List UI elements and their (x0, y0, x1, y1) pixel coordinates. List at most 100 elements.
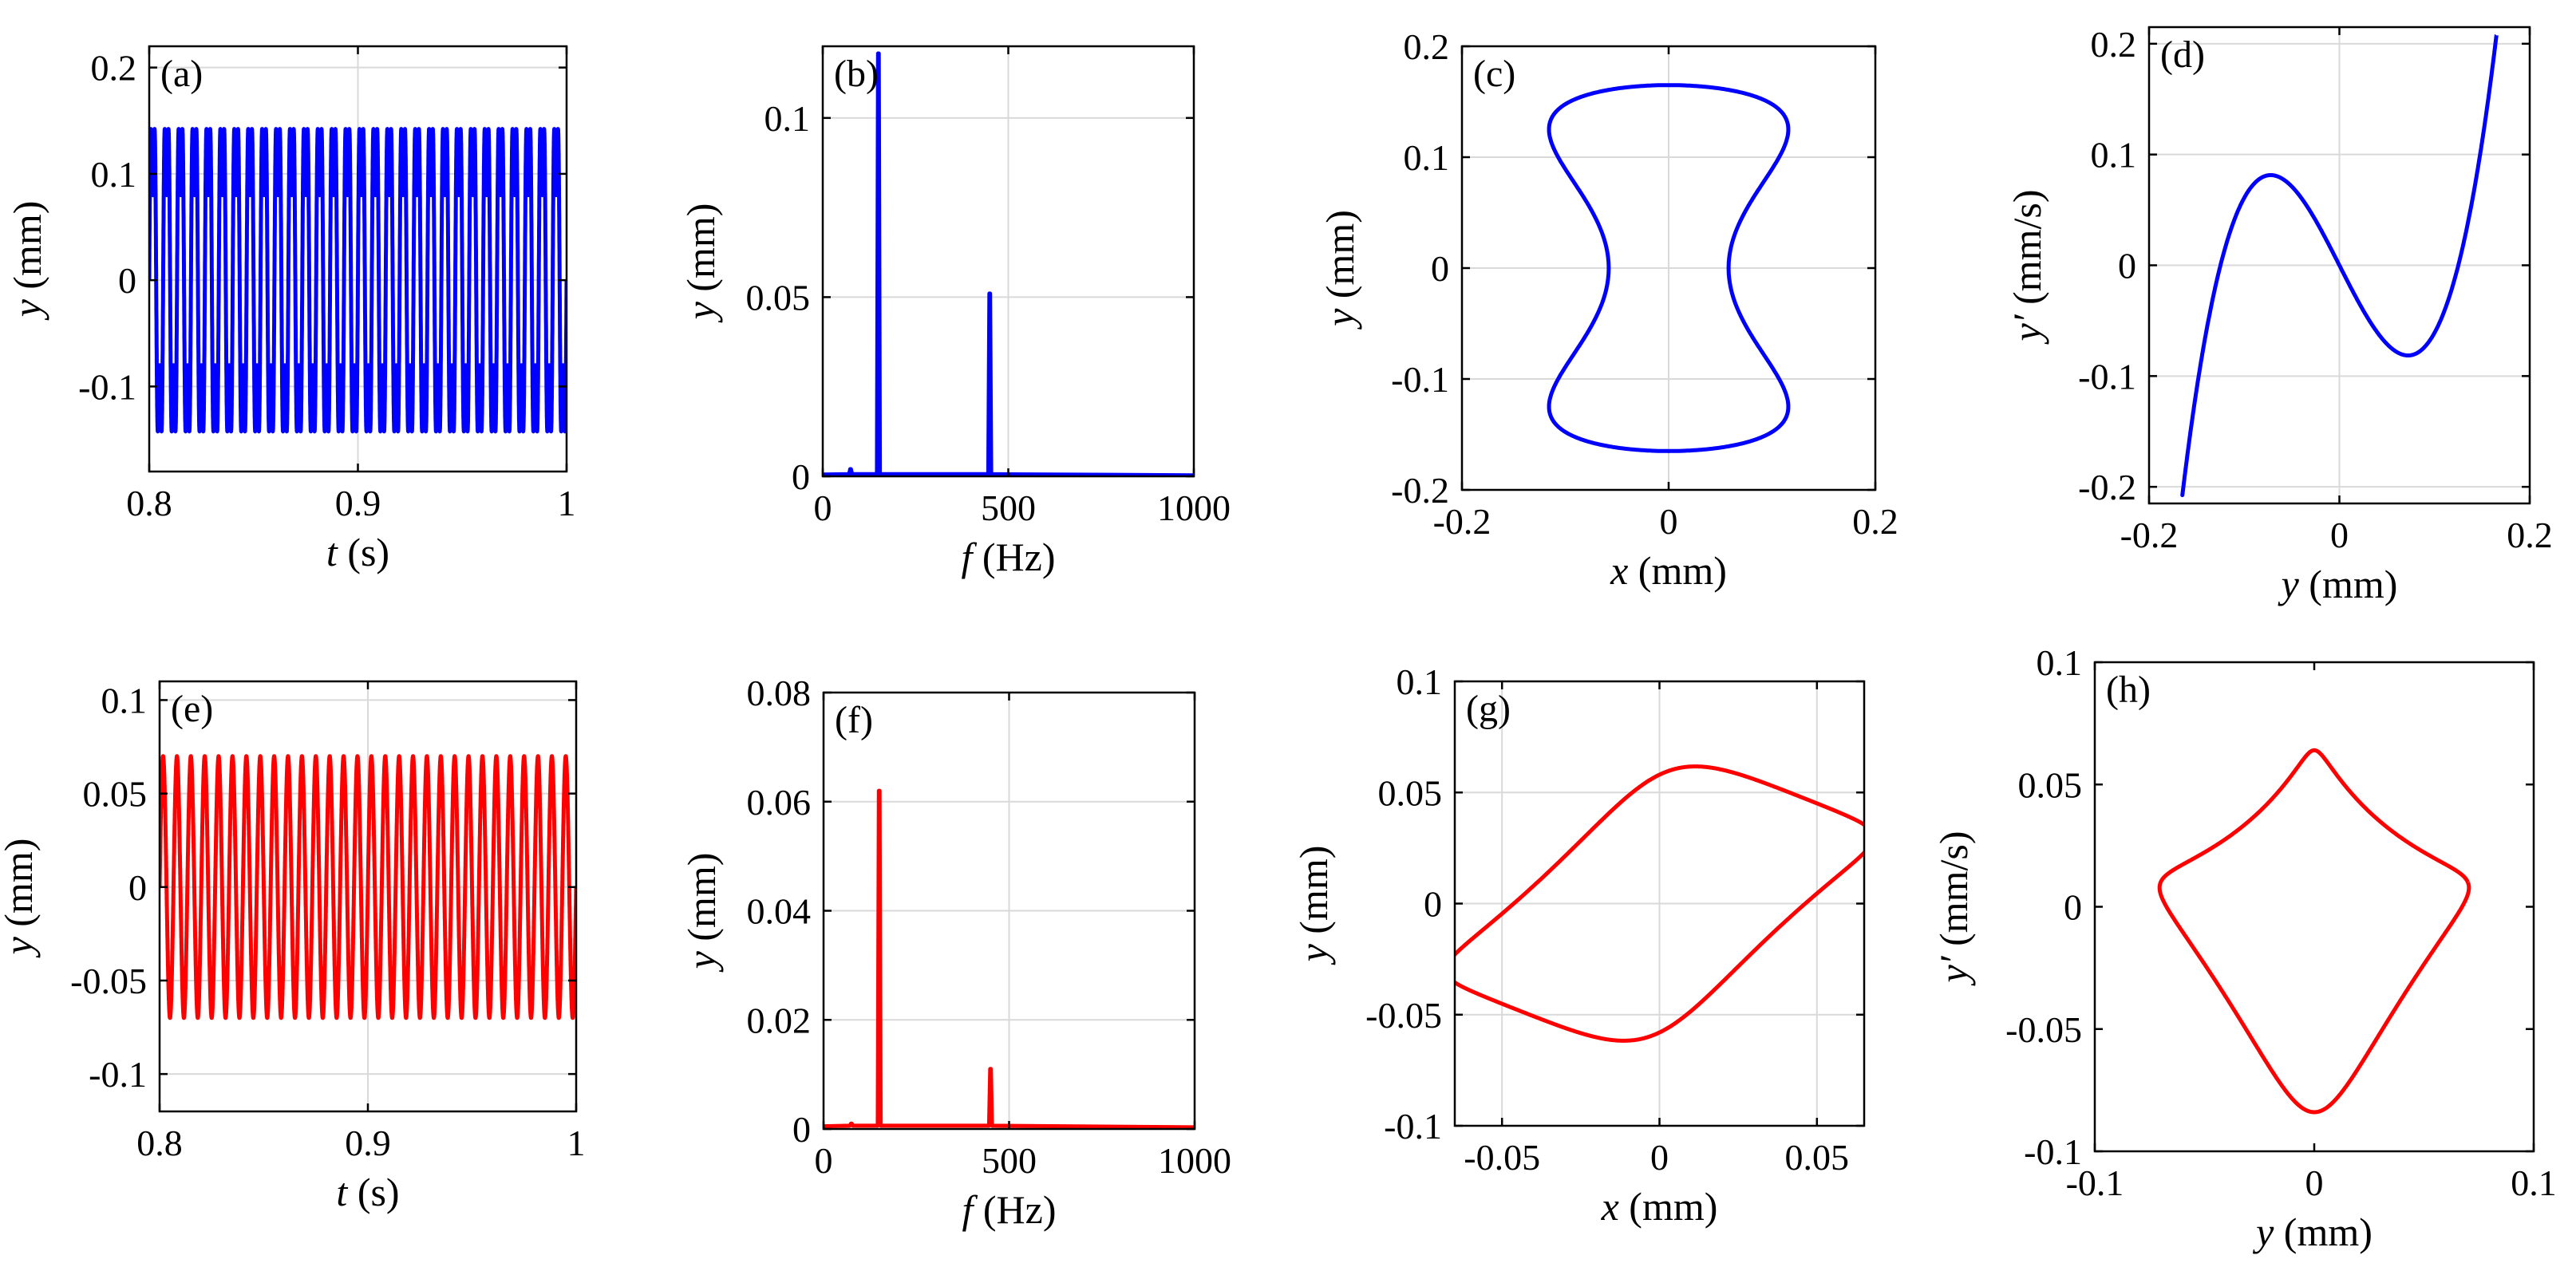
x-tick-label: 0.2 (1852, 501, 1898, 542)
y-tick-label: 0.2 (91, 48, 137, 89)
y-tick-label: -0.2 (2078, 467, 2136, 507)
x-tick-label: 1 (558, 483, 576, 523)
panel-label: (b) (834, 53, 879, 95)
y-tick-label: 0.1 (2091, 135, 2137, 176)
y-axis-label: y (mm) (678, 203, 723, 324)
series-line (823, 51, 1194, 476)
series-line (1455, 764, 1864, 1043)
x-tick-label: 0.05 (1785, 1137, 1850, 1178)
x-axis-label: f (Hz) (962, 1187, 1056, 1232)
y-tick-label: 0.1 (1404, 137, 1450, 178)
x-tick-label: 0.1 (2511, 1162, 2557, 1203)
y-tick-label: 0 (2064, 887, 2082, 928)
x-tick-label: -0.1 (2066, 1162, 2124, 1203)
panel-label: (h) (2106, 669, 2151, 711)
x-axis-label: x (mm) (1601, 1184, 1718, 1229)
series-line (824, 788, 1195, 1129)
x-tick-label: 0 (2330, 515, 2349, 555)
y-axis-label: y′ (mm/s) (1931, 831, 1976, 986)
x-axis-label: x (mm) (1610, 548, 1727, 593)
y-axis-label: y (mm) (1291, 846, 1336, 966)
panel-g: -0.05 0 0.05 -0.1 -0.05 0 0.05 0.1 (g) x (mm) y (m… (1291, 661, 1866, 1229)
x-tick-label: -0.2 (1433, 501, 1491, 542)
y-tick-label: -0.1 (1391, 359, 1449, 400)
y-tick-label: 0 (118, 260, 136, 301)
x-tick-label: 0 (815, 1140, 833, 1181)
x-tick-label: 0.8 (136, 1123, 183, 1163)
panel-b: 0 500 1000 0 0.05 0.1 (b) f (Hz) y (mm) (678, 45, 1231, 579)
panel-h: -0.1 0 0.1 -0.1 -0.05 0 0.05 0.1 (h) y (mm) y′ (mm… (1931, 642, 2557, 1254)
panel-label: (a) (160, 53, 203, 95)
x-tick-label: 500 (982, 1140, 1037, 1181)
panel-e: 0.8 0.9 1 -0.1 -0.05 0 0.05 0.1 (e) t (s) y (mm) (0, 680, 586, 1214)
panel-d: -0.2 0 0.2 -0.2 -0.1 0 0.1 0.2 (d) y (mm) y′ (mm/s… (2005, 24, 2553, 606)
x-axis-label: t (s) (336, 1170, 399, 1214)
x-tick-label: 0.2 (2507, 515, 2553, 555)
x-axis-label: y (mm) (2278, 562, 2398, 606)
y-tick-label: -0.05 (1365, 995, 1442, 1036)
y-tick-label: 0.1 (765, 98, 811, 139)
y-tick-label: 0.08 (747, 673, 812, 713)
y-tick-label: -0.1 (78, 366, 136, 407)
y-tick-label: -0.05 (70, 961, 147, 1001)
y-tick-label: -0.1 (2078, 356, 2136, 397)
x-tick-label: 0.9 (345, 1123, 391, 1163)
y-tick-label: 0.2 (2091, 24, 2137, 65)
x-tick-label: 1000 (1157, 487, 1231, 528)
y-axis-label: y (mm) (0, 839, 41, 959)
x-axis-label: f (Hz) (961, 535, 1055, 579)
x-tick-label: 1 (567, 1123, 586, 1163)
y-tick-label: 0.2 (1404, 26, 1450, 67)
y-tick-label: 0.1 (101, 680, 148, 720)
y-tick-label: 0.02 (747, 1000, 812, 1040)
y-tick-label: 0 (128, 867, 147, 908)
y-tick-label: -0.05 (2005, 1009, 2082, 1050)
y-tick-label: 0 (792, 1109, 811, 1150)
panel-label: (d) (2160, 34, 2205, 76)
y-axis-label: y′ (mm/s) (2005, 189, 2049, 345)
y-tick-label: 0.05 (1378, 772, 1443, 813)
panel-label: (f) (835, 699, 873, 741)
series-line (2180, 34, 2499, 498)
panel-label: (e) (171, 688, 213, 730)
y-tick-label: 0 (1431, 248, 1449, 289)
plot-area (2095, 662, 2534, 1151)
y-tick-label: 0.05 (2018, 764, 2083, 805)
y-axis-label: y (mm) (679, 853, 724, 973)
x-axis-label: y (mm) (2252, 1210, 2373, 1254)
y-tick-label: 0.05 (83, 774, 148, 815)
series-line (2157, 748, 2471, 1115)
y-tick-label: -0.2 (1391, 470, 1449, 511)
x-tick-label: 0 (1650, 1137, 1669, 1178)
series-line (160, 754, 576, 1020)
x-tick-label: 0 (814, 487, 832, 528)
y-axis-label: y (mm) (1318, 210, 1362, 330)
y-tick-label: 0 (792, 456, 810, 497)
y-axis-label: y (mm) (5, 201, 49, 322)
panel-label: (c) (1473, 53, 1515, 95)
y-tick-label: -0.1 (1384, 1106, 1442, 1147)
y-tick-label: 0 (1424, 884, 1442, 925)
panel-f: 0 500 1000 0 0.02 0.04 0.06 0.08 (f) f (Hz) y (mm) (679, 673, 1231, 1232)
x-tick-label: -0.05 (1464, 1137, 1540, 1178)
series-line (149, 127, 567, 434)
x-tick-label: 1000 (1158, 1140, 1231, 1181)
y-tick-label: 0 (2118, 246, 2136, 286)
panel-a: 0.8 0.9 1 -0.1 0 0.1 0.2 (a) t (s) y (mm) (5, 45, 576, 574)
y-tick-label: 0.05 (746, 277, 811, 318)
series-line (1547, 83, 1791, 453)
y-tick-label: -0.1 (2024, 1131, 2082, 1172)
x-tick-label: 0.9 (335, 483, 381, 523)
x-tick-label: 0 (2305, 1162, 2324, 1203)
y-tick-label: 0.1 (1397, 661, 1443, 702)
x-tick-label: 500 (981, 487, 1036, 528)
x-tick-label: -0.2 (2120, 515, 2179, 555)
y-tick-label: -0.1 (89, 1054, 147, 1095)
x-tick-label: 0 (1660, 501, 1678, 542)
y-tick-label: 0.1 (91, 154, 137, 195)
panel-label: (g) (1466, 688, 1511, 730)
x-axis-label: t (s) (326, 530, 389, 574)
x-tick-label: 0.8 (126, 483, 172, 523)
y-tick-label: 0.04 (747, 891, 812, 932)
